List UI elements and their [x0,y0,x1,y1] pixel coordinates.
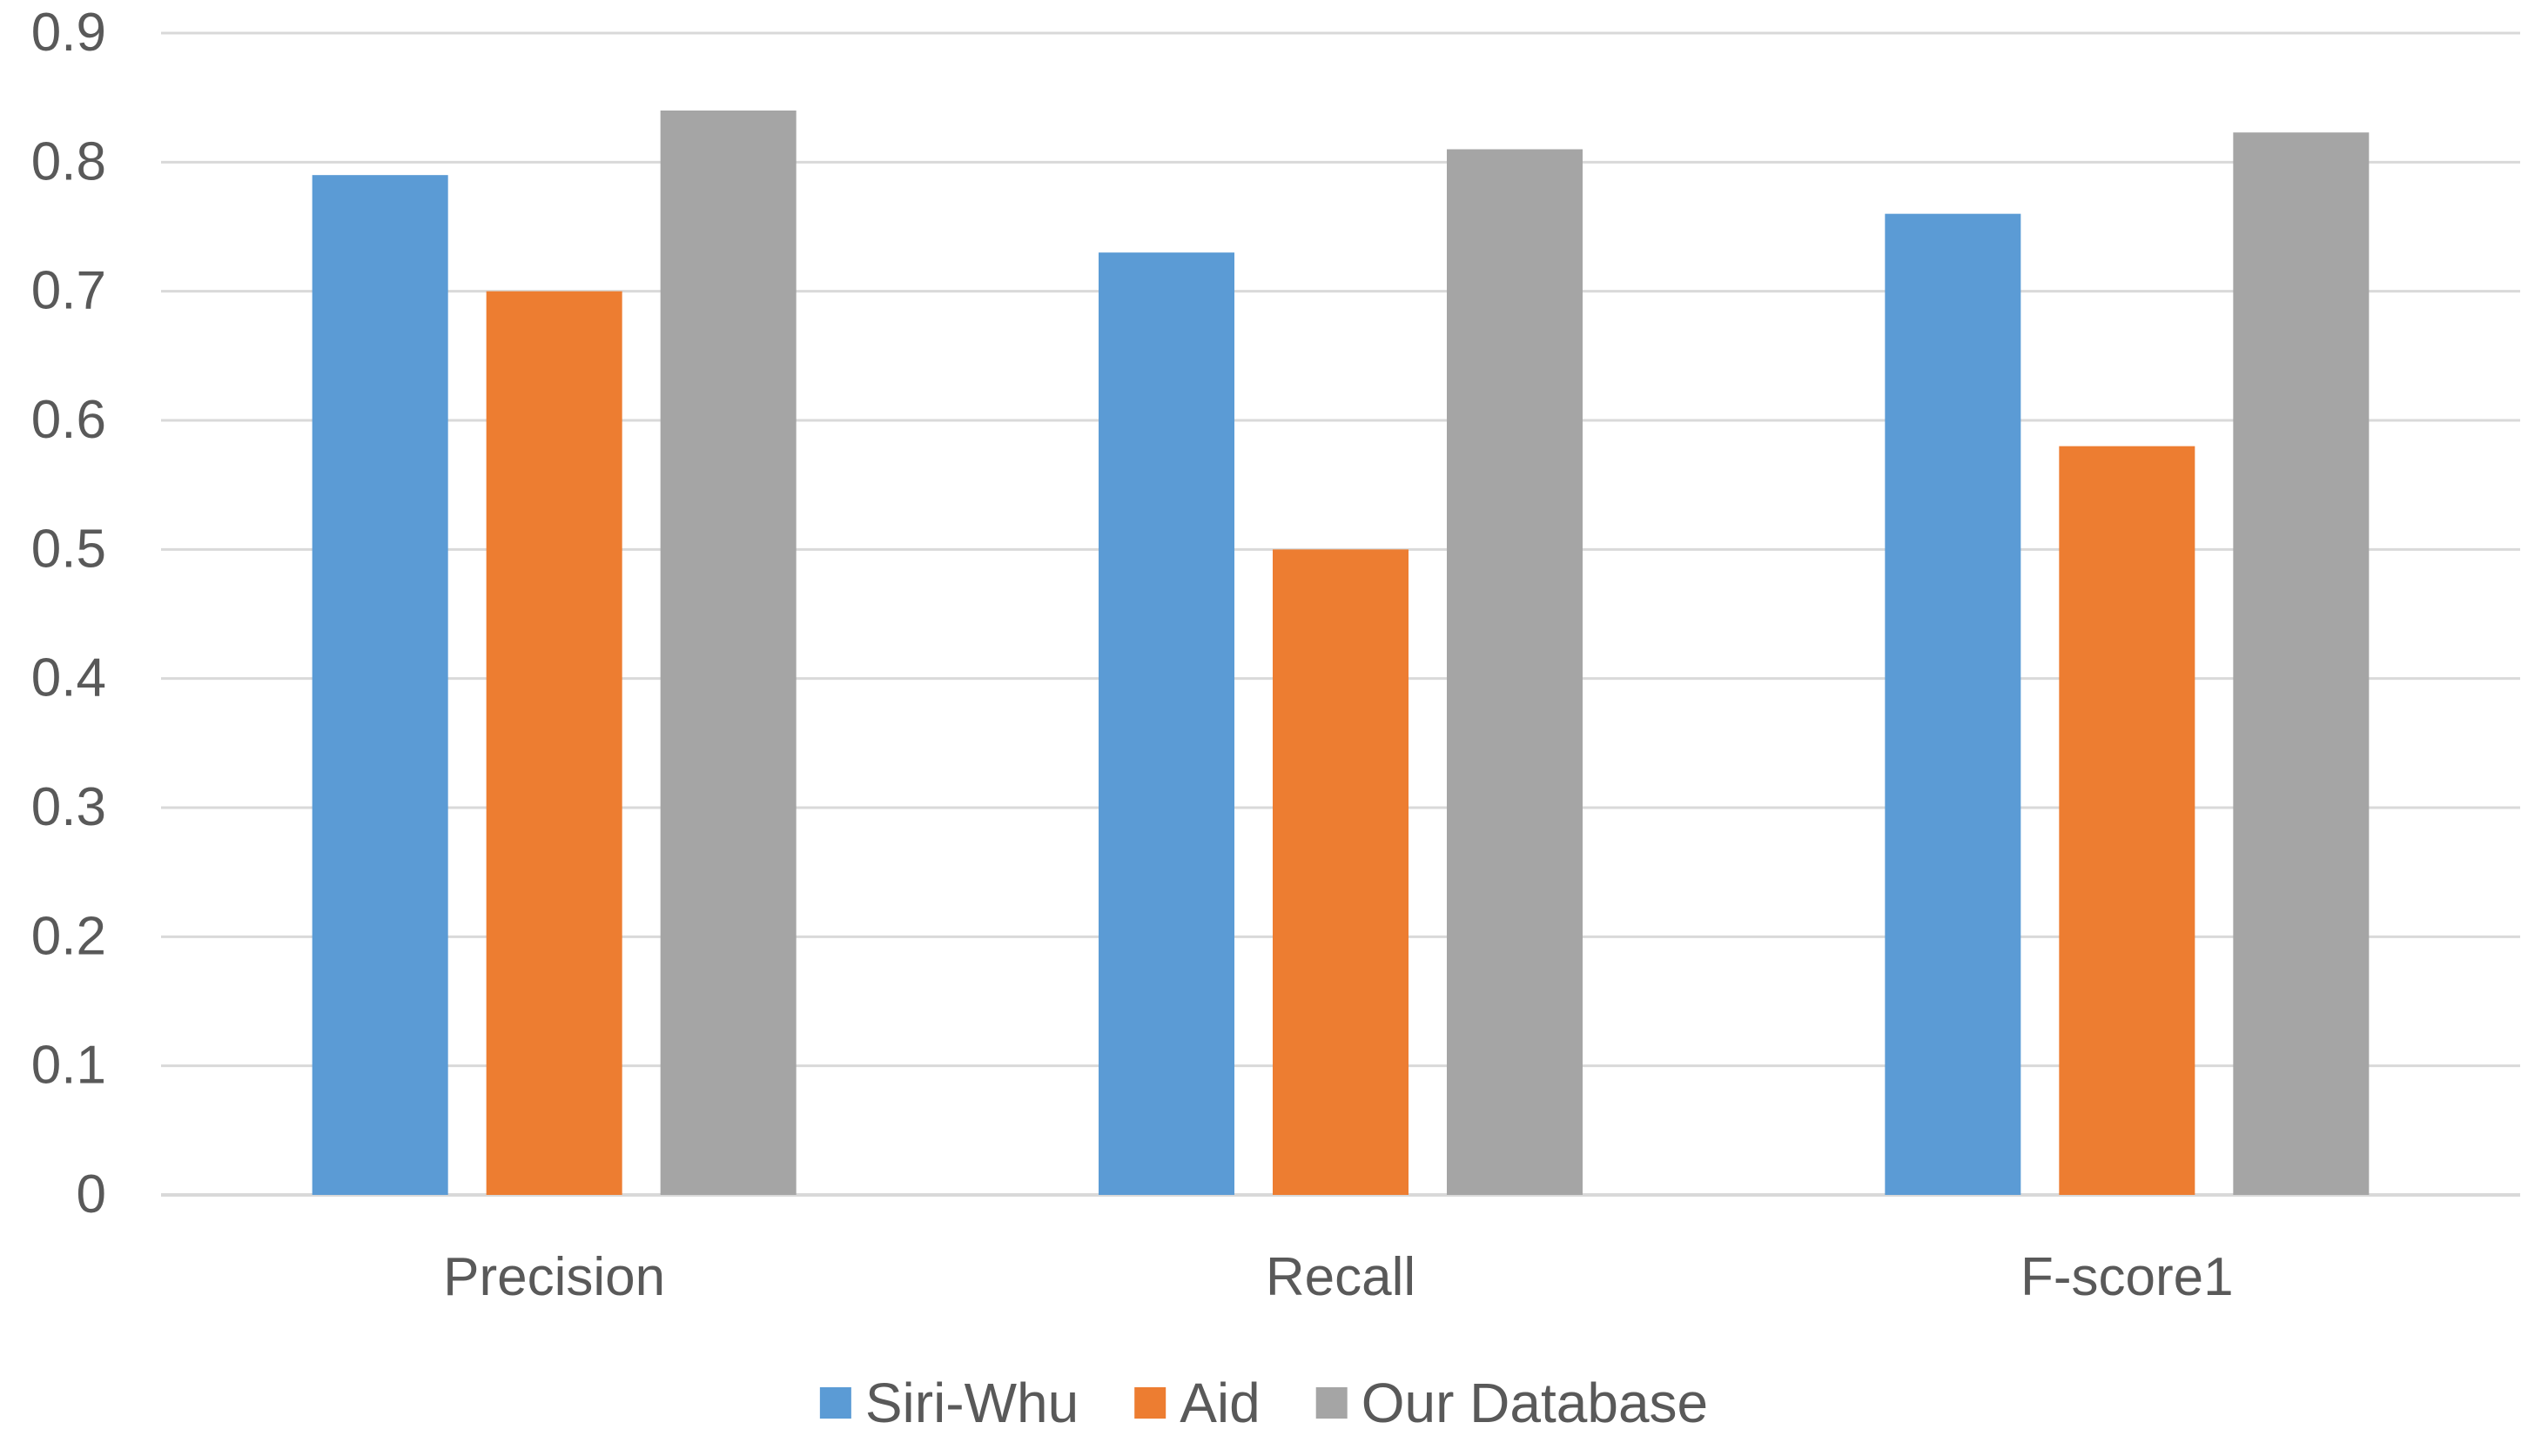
y-tick-label: 0.2 [31,906,106,966]
y-tick-label: 0.3 [31,777,106,837]
x-category-label: Recall [1266,1247,1415,1307]
x-axis-category-labels: Precision Recall F-score1 [443,1247,2233,1307]
legend-swatch-our-database [1315,1387,1348,1419]
y-tick-label: 0.8 [31,131,106,191]
x-category-label: Precision [443,1247,665,1307]
bar-siri-whu-recall [1099,252,1234,1196]
bar-aid-f-score1 [2059,446,2195,1195]
y-tick-label: 0 [77,1164,106,1225]
y-tick-label: 0.7 [31,261,106,321]
x-category-label: F-score1 [2020,1247,2234,1307]
bar-our-database-f-score1 [2233,132,2370,1195]
y-tick-label: 0.6 [31,390,106,450]
legend-label: Siri-Whu [865,1372,1079,1434]
legend: Siri-Whu Aid Our Database [819,1372,1708,1434]
y-tick-label: 0.4 [31,648,106,708]
legend-swatch-siri-whu [819,1387,851,1419]
legend-label: Our Database [1361,1372,1708,1434]
legend-swatch-aid [1134,1387,1167,1419]
y-axis-tick-labels: 0 0.1 0.2 0.3 0.4 0.5 0.6 0.7 0.8 0.9 [31,3,106,1225]
bar-aid-recall [1273,549,1409,1195]
bars [312,111,2370,1196]
bar-our-database-recall [1447,149,1583,1195]
bar-our-database-precision [660,111,797,1195]
bar-siri-whu-precision [312,175,448,1196]
y-tick-label: 0.9 [31,3,106,63]
legend-label: Aid [1180,1372,1261,1434]
bar-siri-whu-f-score1 [1885,213,2021,1196]
y-tick-label: 0.1 [31,1036,106,1096]
y-tick-label: 0.5 [31,519,106,579]
bar-aid-precision [486,291,622,1196]
